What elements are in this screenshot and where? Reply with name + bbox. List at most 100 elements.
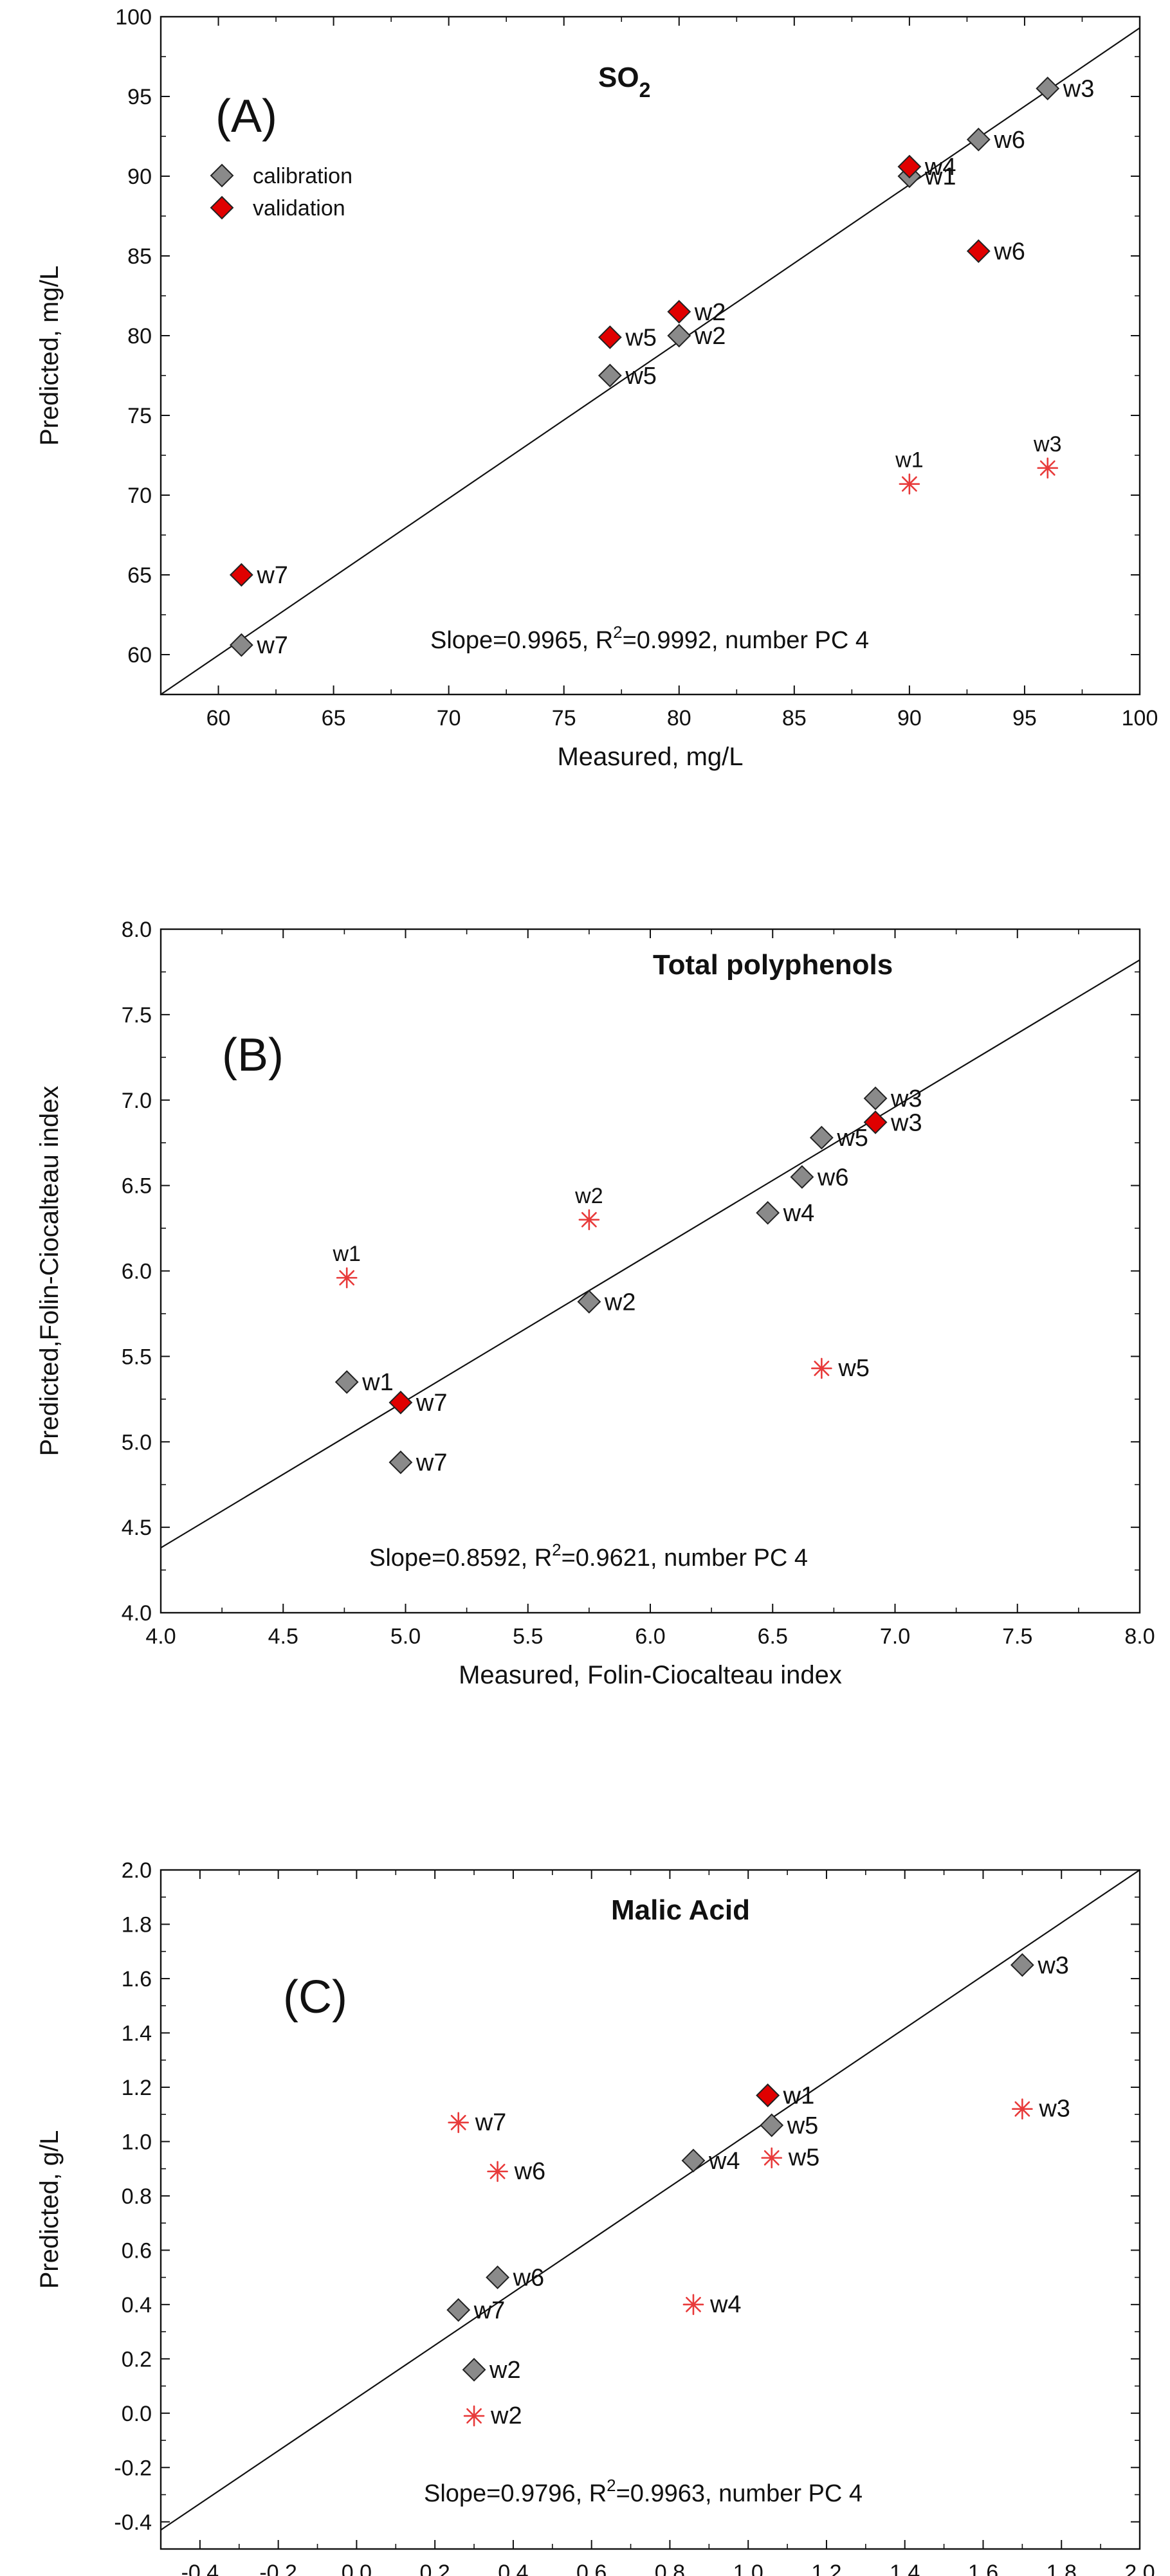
point-label: w2: [694, 299, 726, 326]
point-label: w7: [416, 1449, 448, 1476]
y-tick-label: 5.0: [122, 1430, 152, 1455]
y-tick-label: 70: [127, 484, 152, 508]
chart-title-subscript: 2: [639, 78, 651, 102]
x-tick-label: 1.6: [968, 2561, 998, 2576]
star-marker: [487, 2161, 508, 2182]
point-label: w4: [783, 1200, 815, 1227]
point-label: w1: [924, 163, 956, 190]
panel-label: (B): [222, 1029, 284, 1081]
point-label: w7: [256, 562, 288, 589]
y-tick-label: 5.5: [122, 1345, 152, 1369]
star-stroke: [450, 2114, 466, 2130]
y-tick-label: 0.4: [122, 2293, 152, 2317]
fit-annotation-sup: 2: [552, 1540, 561, 1559]
y-axis-label: Predicted, mg/L: [35, 266, 64, 446]
y-tick-label: 100: [115, 5, 152, 30]
chart-title-main: Malic Acid: [611, 1894, 750, 1926]
calibration-marker: [667, 323, 691, 348]
x-tick-label: 1.4: [890, 2561, 920, 2576]
series-validation: w1: [756, 2083, 814, 2110]
fit-annotation-pre: Slope=0.9965, R: [430, 627, 613, 654]
y-tick-label: 90: [127, 165, 152, 189]
point-label: w6: [993, 239, 1025, 266]
y-tick-label: 80: [127, 324, 152, 349]
point-label: w6: [993, 127, 1025, 154]
y-tick-label: -0.2: [114, 2456, 152, 2480]
fit-annotation-sup: 2: [613, 622, 622, 642]
y-tick-label: 95: [127, 85, 152, 109]
point-label: w5: [788, 2145, 820, 2172]
star-stroke: [686, 2296, 701, 2312]
validation-marker: [863, 1110, 888, 1134]
fit-annotation-pre: Slope=0.9796, R: [424, 2480, 607, 2507]
point-label: w3: [1033, 432, 1061, 457]
y-tick-label: 6.5: [122, 1174, 152, 1199]
y-tick-label: 0.8: [122, 2184, 152, 2209]
regression-line: [161, 959, 1140, 1548]
point-label: w4: [924, 154, 956, 181]
y-tick-label: 6.0: [122, 1260, 152, 1284]
panel-label: (C): [283, 1972, 347, 2023]
star-stroke: [489, 2163, 506, 2179]
x-tick-label: 0.6: [576, 2561, 607, 2576]
calibration-marker: [229, 633, 253, 657]
y-tick-label: 8.0: [122, 918, 152, 942]
regression-line: [161, 27, 1140, 694]
chart-title-main: SO: [598, 62, 639, 93]
x-tick-label: 80: [667, 706, 691, 730]
point-label: w1: [895, 448, 923, 473]
y-axis-label: Predicted, g/L: [35, 2130, 64, 2289]
star-marker: [899, 473, 920, 494]
point-label: w6: [513, 2265, 545, 2292]
x-tick-label: 4.0: [145, 1624, 176, 1649]
x-axis-label: Measured, mg/L: [557, 743, 743, 771]
star-stroke: [339, 1270, 355, 1286]
chart-title-main: Total polyphenols: [653, 949, 893, 981]
x-tick-label: 0.8: [655, 2561, 685, 2576]
x-tick-label: 8.0: [1124, 1624, 1155, 1649]
calibration-marker: [863, 1086, 888, 1111]
star-marker: [682, 2294, 704, 2316]
plot-frame: [160, 15, 1141, 696]
x-tick-label: 65: [322, 706, 346, 730]
y-tick-label: 65: [127, 563, 152, 588]
legend: calibration validation: [210, 163, 352, 221]
star-stroke: [1039, 460, 1056, 476]
point-label: w1: [361, 1369, 394, 1396]
star-stroke: [466, 2408, 482, 2424]
x-tick-label: -0.4: [181, 2561, 219, 2576]
point-label: w6: [817, 1164, 849, 1191]
validation-marker: [667, 300, 691, 324]
y-tick-label: 85: [127, 244, 152, 269]
series-calibration: w7 w5 w2 w1 w6 w3: [229, 76, 1094, 659]
star-marker: [1012, 2098, 1033, 2120]
point-label: w7: [416, 1390, 448, 1417]
point-label: w7: [256, 632, 288, 659]
y-tick-label: 0.6: [122, 2238, 152, 2263]
point-label: w1: [332, 1242, 360, 1266]
calibration-marker: [388, 1450, 413, 1474]
y-tick-label: 2.0: [122, 1858, 152, 1883]
x-tick-label: 2.0: [1124, 2561, 1155, 2576]
calibration-marker: [577, 1289, 601, 1314]
chart-panel-2: 4.0 4.5 5.0 5.5 6.0 6.5 7.0 7.5 8.0 4.0 4.5 5.0 5.5 6…: [35, 918, 1155, 1689]
y-tick-label: 7.0: [122, 1089, 152, 1113]
point-label: w3: [1038, 2096, 1070, 2123]
validation-marker: [897, 154, 922, 179]
x-tick-label: 6.5: [758, 1624, 788, 1649]
fit-annotation: Slope=0.9965, R2=0.9992, number PC 4: [430, 622, 869, 654]
series-star: w1 w2 w5: [332, 1184, 869, 1382]
point-label: w2: [694, 323, 726, 350]
calibration-marker: [598, 363, 622, 388]
y-tick-label: 0.0: [122, 2402, 152, 2426]
fit-annotation-sup: 2: [607, 2476, 616, 2495]
calibration-marker: [446, 2298, 471, 2322]
calibration-marker: [462, 2357, 486, 2382]
legend-label: validation: [253, 196, 345, 221]
point-label: w2: [489, 2357, 521, 2384]
fit-annotation: Slope=0.9796, R2=0.9963, number PC 4: [424, 2476, 863, 2507]
point-label: w2: [604, 1289, 636, 1316]
validation-marker: [598, 325, 622, 349]
